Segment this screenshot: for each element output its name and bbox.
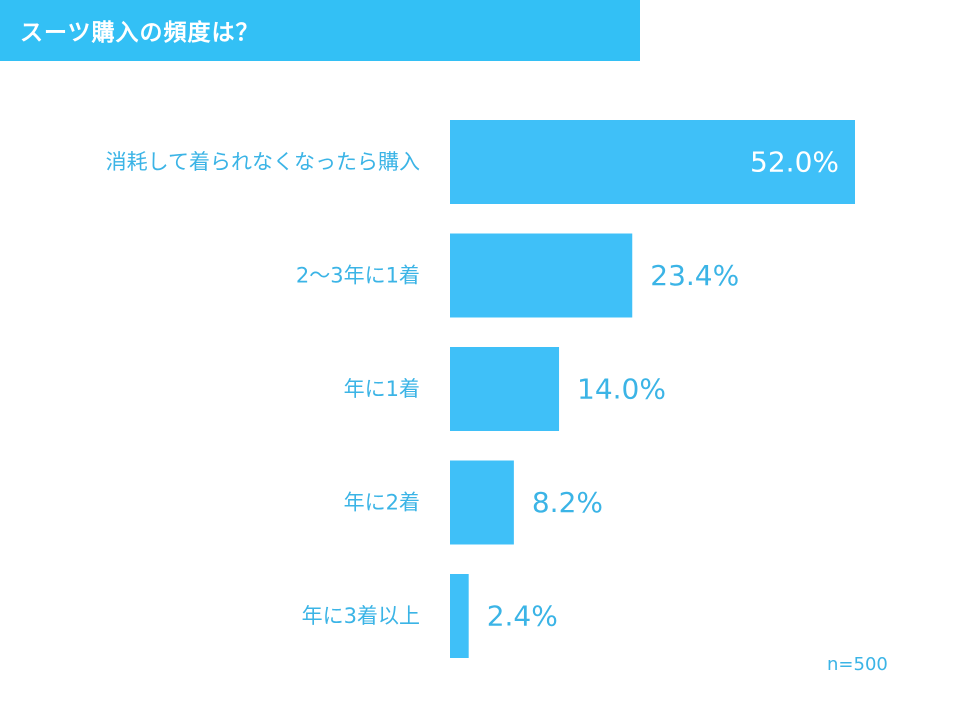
value-label: 8.2% xyxy=(532,486,603,519)
category-label: 2〜3年に1着 xyxy=(296,264,420,288)
category-label: 消耗して着られなくなったら購入 xyxy=(106,150,420,174)
bar-3 xyxy=(450,347,560,431)
value-label: 2.4% xyxy=(487,600,558,633)
category-label: 年に2着 xyxy=(344,491,420,515)
value-label: 14.0% xyxy=(577,373,666,406)
category-label: 年に3着以上 xyxy=(302,604,420,628)
bar-1 xyxy=(450,120,855,204)
bar-2 xyxy=(450,233,633,318)
title-bar: スーツ購入の頻度は？ xyxy=(0,0,640,61)
chart-title: スーツ購入の頻度は？ xyxy=(20,20,260,46)
category-label: 年に1着 xyxy=(344,377,420,401)
bar-5 xyxy=(450,574,469,658)
value-label: 23.4% xyxy=(650,259,739,292)
sample-size-note: n=500 xyxy=(827,654,888,675)
bar-4 xyxy=(450,460,514,545)
value-label: 52.0% xyxy=(750,146,839,179)
